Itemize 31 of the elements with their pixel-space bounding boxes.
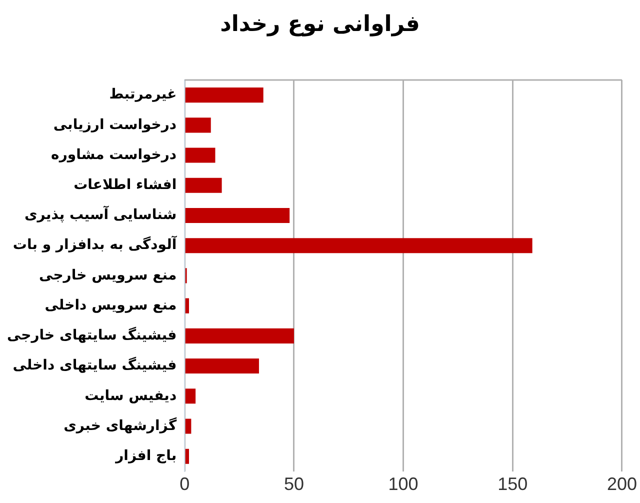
- y-tick-label: غیرمرتبط: [109, 86, 177, 103]
- y-tick-label: منع سرویس خارجی: [39, 267, 177, 284]
- y-tick-label: شناسایی آسیب پذیری: [24, 205, 177, 224]
- bar: [185, 208, 290, 224]
- y-tick-label: منع سرویس داخلی: [44, 297, 177, 314]
- bar: [185, 298, 189, 314]
- chart-title: فراوانی نوع رخداد: [219, 12, 421, 37]
- x-tick-label: 50: [284, 474, 304, 494]
- bar: [185, 448, 189, 464]
- y-tick-label: افشاء اطلاعات: [74, 177, 177, 194]
- y-tick-label: فیشینگ سایتهای داخلی: [12, 356, 177, 374]
- y-tick-label: گزارشهای خبری: [64, 416, 178, 434]
- y-tick-label: فیشینگ سایتهای خارجی: [6, 326, 177, 344]
- y-tick-label: باج افزار: [114, 448, 177, 464]
- y-tick-label: دیفیس سایت: [84, 388, 177, 404]
- bar: [185, 88, 264, 103]
- x-tick-label: 100: [388, 474, 418, 494]
- bar: [185, 238, 532, 254]
- bar: [185, 418, 192, 434]
- x-tick-label: 0: [180, 474, 190, 494]
- y-tick-label: درخواست ارزیابی: [53, 116, 177, 133]
- bar: [185, 178, 222, 193]
- x-tick-label: 150: [498, 474, 528, 494]
- y-tick-label: درخواست مشاوره: [51, 146, 177, 163]
- bar: [185, 328, 294, 344]
- bar: [185, 388, 196, 404]
- x-tick-label: 200: [606, 474, 638, 494]
- bar: [185, 148, 216, 163]
- bar: [185, 358, 259, 374]
- y-tick-label: آلودگی به بدافزار و بات: [12, 235, 178, 254]
- bar: [185, 118, 211, 133]
